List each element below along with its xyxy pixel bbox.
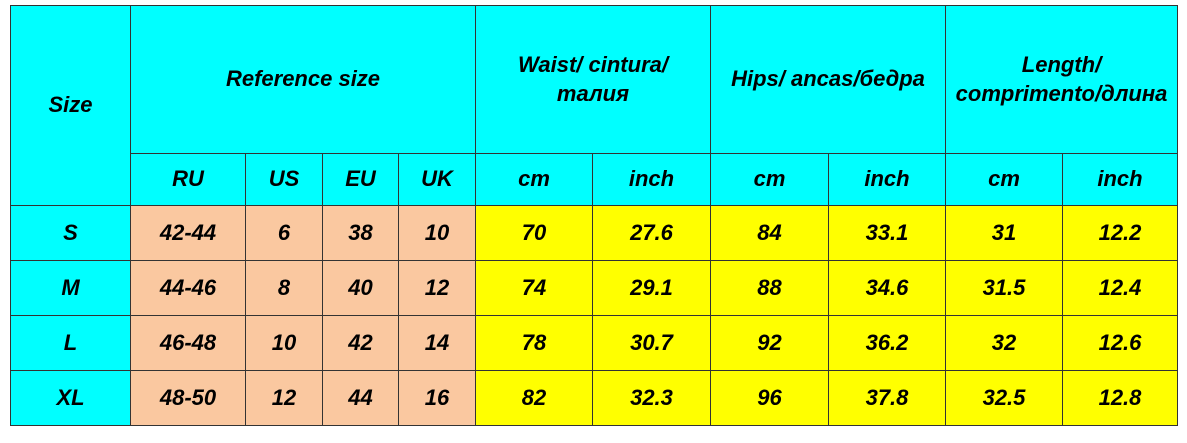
- value-cell: 29.1: [592, 260, 711, 316]
- subheader-cell: inch: [1062, 153, 1178, 206]
- value-cell: 32.5: [945, 370, 1063, 426]
- value-cell: 78: [475, 315, 593, 371]
- value-cell: 12: [245, 370, 323, 426]
- value-cell: 12.8: [1062, 370, 1178, 426]
- value-cell: 14: [398, 315, 476, 371]
- value-cell: 88: [710, 260, 829, 316]
- size-cell: XL: [10, 370, 131, 426]
- subheader-cell: inch: [828, 153, 946, 206]
- subheader-cell: RU: [130, 153, 246, 206]
- header-cell: Reference size: [130, 5, 476, 154]
- value-cell: 44: [322, 370, 399, 426]
- header-cell: Waist/ cintura/талия: [475, 5, 711, 154]
- value-cell: 6: [245, 205, 323, 261]
- size-cell: M: [10, 260, 131, 316]
- value-cell: 40: [322, 260, 399, 316]
- value-cell: 36.2: [828, 315, 946, 371]
- value-cell: 82: [475, 370, 593, 426]
- value-cell: 44-46: [130, 260, 246, 316]
- value-cell: 74: [475, 260, 593, 316]
- value-cell: 8: [245, 260, 323, 316]
- value-cell: 32: [945, 315, 1063, 371]
- value-cell: 42-44: [130, 205, 246, 261]
- value-cell: 46-48: [130, 315, 246, 371]
- subheader-cell: UK: [398, 153, 476, 206]
- subheader-cell: cm: [945, 153, 1063, 206]
- header-cell: Size: [10, 5, 131, 206]
- value-cell: 33.1: [828, 205, 946, 261]
- size-cell: L: [10, 315, 131, 371]
- value-cell: 37.8: [828, 370, 946, 426]
- value-cell: 84: [710, 205, 829, 261]
- value-cell: 96: [710, 370, 829, 426]
- subheader-cell: inch: [592, 153, 711, 206]
- value-cell: 27.6: [592, 205, 711, 261]
- value-cell: 31.5: [945, 260, 1063, 316]
- value-cell: 92: [710, 315, 829, 371]
- header-cell: Hips/ ancas/бедра: [710, 5, 946, 154]
- value-cell: 32.3: [592, 370, 711, 426]
- value-cell: 10: [245, 315, 323, 371]
- value-cell: 48-50: [130, 370, 246, 426]
- value-cell: 12.6: [1062, 315, 1178, 371]
- subheader-cell: EU: [322, 153, 399, 206]
- value-cell: 38: [322, 205, 399, 261]
- value-cell: 70: [475, 205, 593, 261]
- size-cell: S: [10, 205, 131, 261]
- value-cell: 30.7: [592, 315, 711, 371]
- subheader-cell: cm: [475, 153, 593, 206]
- value-cell: 34.6: [828, 260, 946, 316]
- subheader-cell: US: [245, 153, 323, 206]
- value-cell: 12.4: [1062, 260, 1178, 316]
- value-cell: 31: [945, 205, 1063, 261]
- value-cell: 10: [398, 205, 476, 261]
- value-cell: 42: [322, 315, 399, 371]
- value-cell: 16: [398, 370, 476, 426]
- header-cell: Length/ comprimento/длина: [945, 5, 1178, 154]
- value-cell: 12.2: [1062, 205, 1178, 261]
- subheader-cell: cm: [710, 153, 829, 206]
- value-cell: 12: [398, 260, 476, 316]
